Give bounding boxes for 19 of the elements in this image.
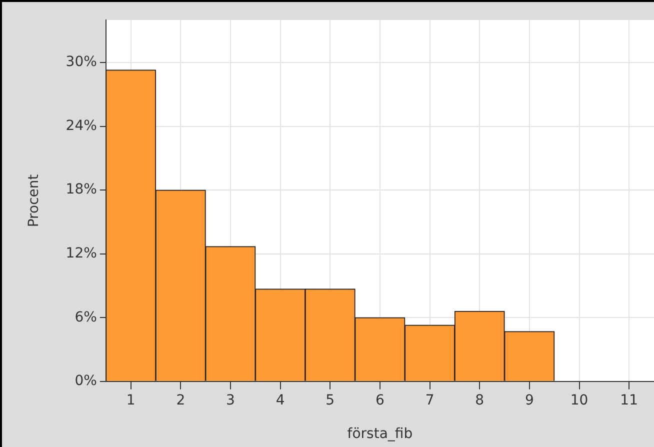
x-tick-label: 11 xyxy=(620,392,638,408)
x-tick-label: 7 xyxy=(425,392,434,408)
x-tick-label: 5 xyxy=(326,392,335,408)
x-axis-title: första_fib xyxy=(347,426,413,442)
x-tick-label: 1 xyxy=(126,392,136,408)
y-tick-label: 0% xyxy=(74,373,97,390)
x-tick-label: 9 xyxy=(524,392,534,408)
x-tick-label: 2 xyxy=(176,392,186,408)
x-tick-label: 6 xyxy=(376,392,384,408)
x-tick-label: 4 xyxy=(276,392,285,408)
x-tick-label: 10 xyxy=(570,392,588,408)
x-tick-label: 8 xyxy=(475,392,484,408)
y-tick-label: 6% xyxy=(74,309,97,326)
y-tick-label: 12% xyxy=(66,245,97,262)
y-axis-title: Procent xyxy=(26,174,42,228)
x-tick-label: 3 xyxy=(226,392,235,408)
y-tick-label: 24% xyxy=(66,118,97,134)
y-tick-label: 30% xyxy=(66,54,97,70)
y-tick-label: 18% xyxy=(66,182,97,198)
